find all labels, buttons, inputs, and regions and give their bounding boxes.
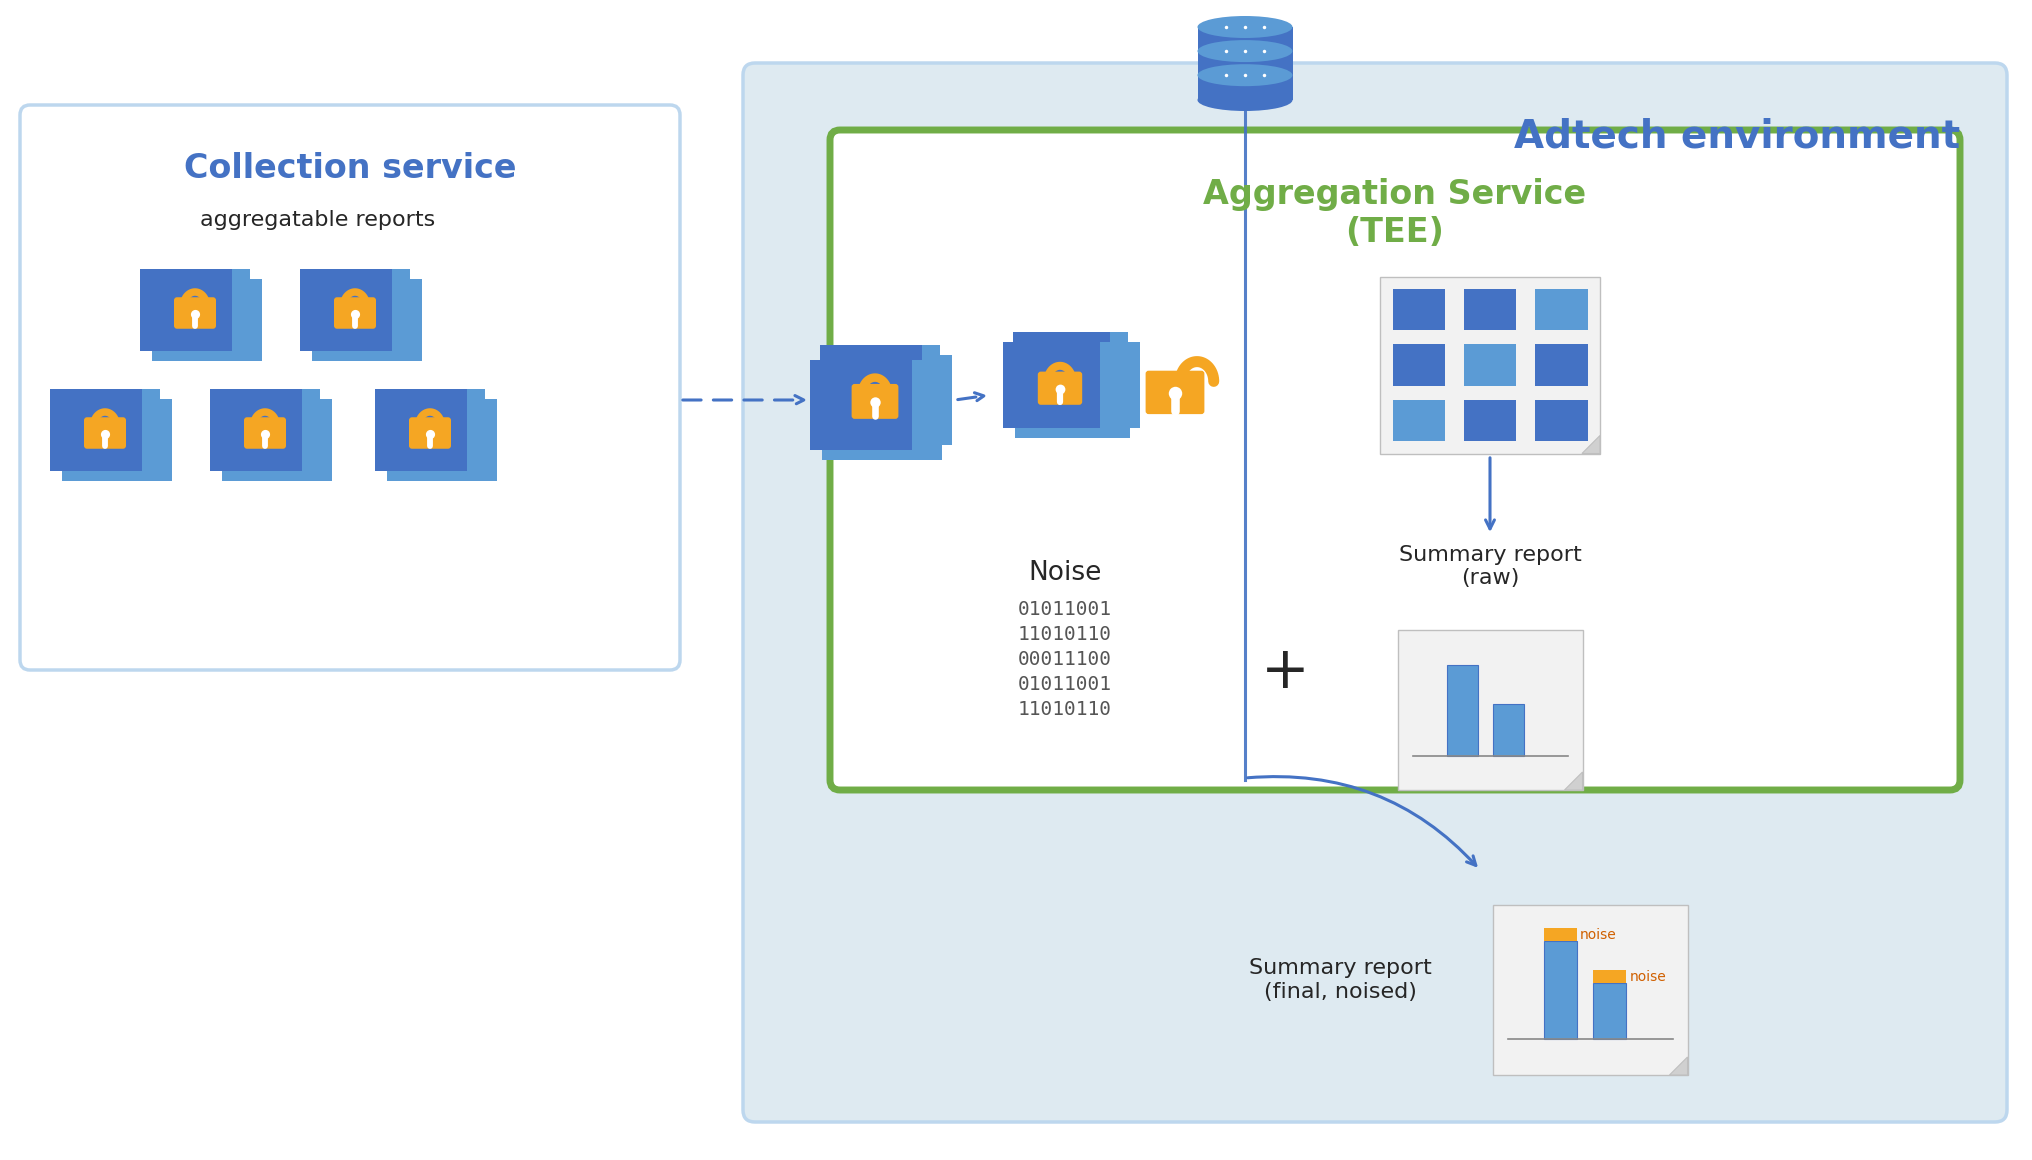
Text: 01011001
11010110
00011100
01011001
11010110: 01011001 11010110 00011100 01011001 1101… [1018, 600, 1112, 719]
Bar [1491, 905, 1687, 1075]
Bar [1463, 400, 1516, 441]
Bar [1014, 351, 1130, 438]
Bar [221, 399, 331, 481]
FancyBboxPatch shape [1146, 371, 1205, 414]
Bar [1380, 276, 1599, 454]
Bar [1197, 27, 1292, 100]
FancyBboxPatch shape [829, 130, 1961, 790]
Bar [1447, 665, 1477, 755]
Bar [1002, 342, 1118, 428]
Bar [1463, 345, 1516, 385]
FancyBboxPatch shape [333, 297, 376, 328]
Bar [1534, 400, 1587, 441]
Ellipse shape [1197, 41, 1292, 63]
Bar [1544, 941, 1577, 1039]
Bar [301, 269, 410, 351]
Bar [1109, 332, 1128, 418]
Text: Collection service: Collection service [183, 152, 516, 184]
FancyBboxPatch shape [851, 384, 898, 419]
Bar [831, 355, 953, 445]
Bar [1099, 342, 1118, 428]
Bar [392, 269, 410, 351]
Text: +: + [1260, 644, 1309, 701]
FancyBboxPatch shape [244, 418, 287, 449]
Bar [1012, 332, 1128, 418]
Text: Summary report
(final, noised): Summary report (final, noised) [1248, 958, 1431, 1001]
Bar [923, 345, 941, 435]
Text: aggregatable reports: aggregatable reports [199, 210, 435, 230]
Polygon shape [1565, 773, 1583, 790]
Text: Adtech environment: Adtech environment [1514, 118, 1961, 155]
Bar [912, 360, 931, 450]
Bar [1392, 289, 1445, 331]
Bar [1593, 971, 1626, 983]
Polygon shape [1670, 1057, 1687, 1075]
Text: Summary report
(raw): Summary report (raw) [1398, 545, 1581, 588]
Ellipse shape [1197, 64, 1292, 86]
Bar [821, 345, 941, 435]
Bar [232, 269, 250, 351]
Bar [51, 389, 161, 471]
Bar [811, 360, 931, 450]
Bar [209, 389, 319, 471]
Ellipse shape [1197, 89, 1292, 111]
FancyBboxPatch shape [175, 297, 215, 328]
Bar [63, 399, 173, 481]
Bar [467, 389, 486, 471]
FancyBboxPatch shape [1038, 371, 1083, 405]
Bar [1392, 400, 1445, 441]
FancyBboxPatch shape [83, 418, 126, 449]
Bar [376, 389, 486, 471]
Bar [140, 269, 250, 351]
Polygon shape [1583, 435, 1599, 454]
Bar [1392, 345, 1445, 385]
FancyBboxPatch shape [744, 63, 2008, 1122]
Bar [1534, 345, 1587, 385]
Text: Noise: Noise [1028, 560, 1101, 586]
Bar [1593, 983, 1626, 1039]
Bar [152, 280, 262, 361]
FancyBboxPatch shape [20, 106, 681, 670]
Bar [1024, 342, 1140, 428]
Bar [1544, 928, 1577, 941]
Bar [1463, 289, 1516, 331]
Bar [142, 389, 161, 471]
Ellipse shape [1197, 16, 1292, 38]
Bar [1398, 630, 1583, 790]
Bar [313, 280, 423, 361]
FancyBboxPatch shape [408, 418, 451, 449]
Text: Aggregation Service
(TEE): Aggregation Service (TEE) [1203, 177, 1587, 249]
Bar [1534, 289, 1587, 331]
Bar [823, 370, 943, 461]
Bar [386, 399, 498, 481]
Bar [303, 389, 319, 471]
Bar [1494, 703, 1524, 755]
Text: noise: noise [1630, 970, 1666, 984]
Text: noise: noise [1581, 928, 1617, 942]
